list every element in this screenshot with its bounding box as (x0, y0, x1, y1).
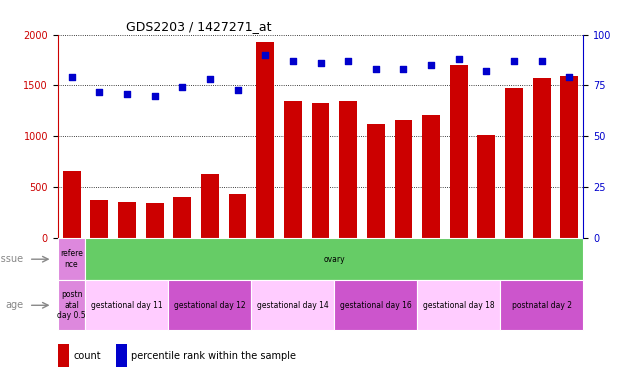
Bar (169, 280, 251, 330)
Point (398, 66, 408, 72)
Bar (505, 88, 523, 238)
Bar (58, 238, 85, 280)
Bar (201, 174, 219, 238)
Bar (115, 344, 127, 367)
Bar (312, 103, 329, 238)
Text: postn
atal
day 0.5: postn atal day 0.5 (57, 290, 86, 320)
Bar (229, 194, 247, 238)
Bar (58, 280, 85, 330)
Text: gestational day 18: gestational day 18 (423, 301, 495, 310)
Point (67, 74, 77, 80)
Text: tissue: tissue (0, 254, 24, 264)
Bar (501, 280, 583, 330)
Text: postnatal day 2: postnatal day 2 (512, 301, 572, 310)
Text: gestational day 11: gestational day 11 (91, 301, 163, 310)
Bar (394, 120, 413, 238)
Point (94, 88, 104, 94)
Bar (533, 78, 551, 238)
Point (426, 62, 437, 68)
Text: percentile rank within the sample: percentile rank within the sample (131, 351, 296, 361)
Point (233, 86, 243, 93)
Point (370, 66, 381, 72)
Point (149, 93, 160, 99)
Point (454, 56, 464, 62)
Bar (58, 344, 69, 367)
Bar (146, 204, 163, 238)
Text: refere
nce: refere nce (60, 250, 83, 269)
Point (177, 84, 187, 91)
Bar (90, 200, 108, 238)
Bar (251, 280, 335, 330)
Bar (173, 197, 191, 238)
Bar (118, 202, 136, 238)
Text: gestational day 12: gestational day 12 (174, 301, 246, 310)
Bar (339, 101, 357, 238)
Bar (478, 135, 495, 238)
Point (122, 91, 132, 97)
Bar (85, 280, 169, 330)
Point (315, 60, 326, 66)
Text: GDS2203 / 1427271_at: GDS2203 / 1427271_at (126, 20, 272, 33)
Point (260, 52, 271, 58)
Bar (63, 171, 81, 238)
Point (204, 76, 215, 83)
Text: gestational day 16: gestational day 16 (340, 301, 412, 310)
Bar (256, 42, 274, 238)
Point (481, 68, 492, 74)
Text: count: count (74, 351, 101, 361)
Text: gestational day 14: gestational day 14 (257, 301, 329, 310)
Point (537, 58, 547, 64)
Point (509, 58, 519, 64)
Bar (560, 76, 578, 238)
Bar (422, 115, 440, 238)
Point (564, 74, 574, 80)
Point (288, 58, 298, 64)
Text: ovary: ovary (324, 255, 345, 264)
Bar (417, 280, 501, 330)
Bar (367, 124, 385, 238)
Bar (450, 65, 468, 238)
Bar (335, 280, 417, 330)
Bar (284, 101, 302, 238)
Text: age: age (5, 300, 24, 310)
Point (343, 58, 353, 64)
